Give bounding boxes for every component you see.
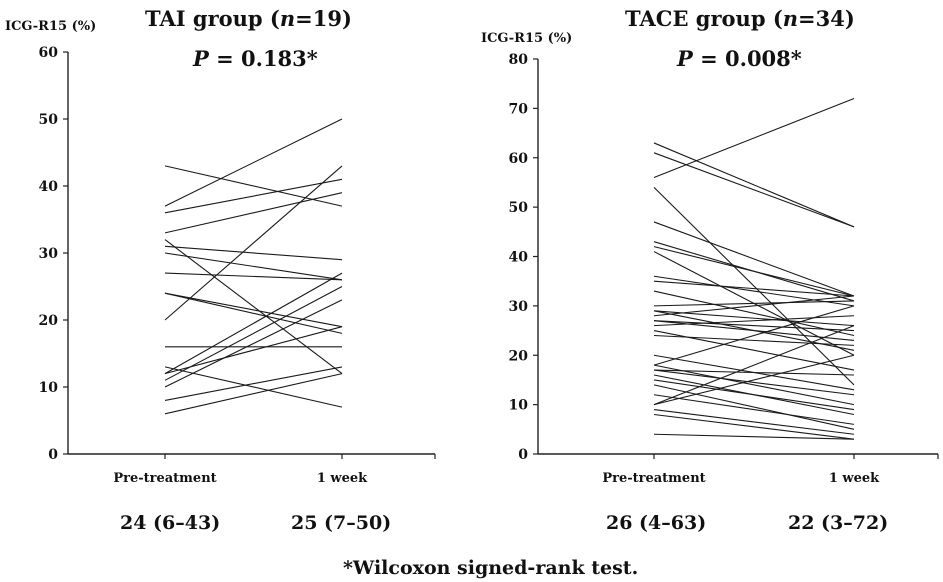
tai-patient-line — [165, 273, 342, 280]
tace-patient-line — [654, 306, 854, 365]
tace-group-chart: 0 10 20 30 40 50 60 70 80 Pre-treatment 1 week — [470, 0, 943, 500]
left-post-median: 25 (7–50) — [291, 512, 391, 534]
tace-y-tick-label: 50 — [509, 200, 529, 216]
tai-patient-line — [165, 253, 342, 280]
tai-patient-line — [165, 367, 342, 407]
tace-category-label: 1 week — [829, 471, 880, 486]
tai-y-tick-label: 20 — [39, 313, 59, 329]
tace-y-tick-label: 40 — [509, 250, 529, 266]
tai-patient-line — [165, 273, 342, 374]
tai-y-tick-label: 50 — [39, 112, 59, 128]
tai-patient-line — [165, 293, 342, 327]
tai-group-chart: 0 10 20 30 40 50 60 Pre-treatment 1 week — [0, 0, 470, 500]
tace-patient-line — [654, 153, 854, 227]
tai-y-tick-label: 10 — [39, 380, 59, 396]
tai-y-tick-label: 60 — [39, 45, 59, 61]
tace-patient-line — [654, 321, 854, 331]
tace-y-tick-label: 80 — [509, 52, 529, 68]
tace-patient-line — [654, 99, 854, 178]
tai-y-tick-label: 40 — [39, 179, 59, 195]
tai-patient-line — [165, 367, 342, 401]
tace-patient-line — [654, 355, 854, 404]
tace-category-label: Pre-treatment — [602, 471, 705, 486]
tai-category-label: 1 week — [317, 471, 368, 486]
tai-patient-line — [165, 246, 342, 259]
tace-y-tick-label: 60 — [509, 151, 529, 167]
tai-y-tick-label: 0 — [48, 447, 58, 463]
tace-patient-line — [654, 143, 854, 227]
tai-category-label: Pre-treatment — [113, 471, 216, 486]
tace-y-tick-label: 20 — [509, 348, 529, 364]
right-post-median: 22 (3–72) — [788, 512, 888, 534]
tai-patient-line — [165, 193, 342, 233]
tace-patient-line — [654, 222, 854, 296]
tai-patient-line — [165, 240, 342, 374]
tace-y-tick-label: 0 — [518, 447, 528, 463]
tai-patient-line — [165, 179, 342, 213]
footnote: *Wilcoxon signed-rank test. — [343, 557, 638, 579]
tace-y-tick-label: 10 — [509, 398, 529, 414]
right-pre-median: 26 (4–63) — [606, 512, 706, 534]
tai-y-tick-label: 30 — [39, 246, 59, 262]
left-pre-median: 24 (6–43) — [120, 512, 220, 534]
tace-y-tick-label: 30 — [509, 299, 529, 315]
tace-patient-line — [654, 187, 854, 385]
tai-patient-line — [165, 166, 342, 206]
tai-patient-line — [165, 374, 342, 414]
tace-y-tick-label: 70 — [509, 101, 529, 117]
tai-patient-line — [165, 119, 342, 206]
tai-patient-line — [165, 166, 342, 320]
tace-patient-line — [654, 301, 854, 306]
tace-patient-line — [654, 410, 854, 435]
